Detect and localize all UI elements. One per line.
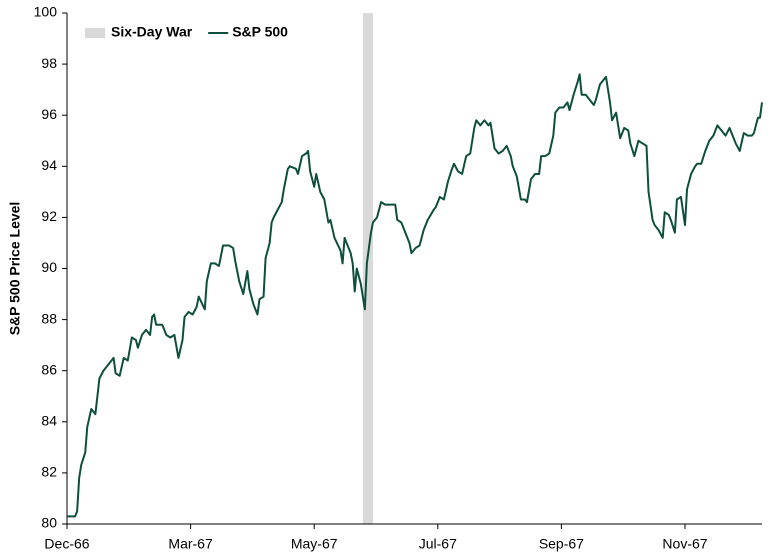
legend-swatch: [85, 28, 105, 38]
y-tick-label: 96: [41, 106, 57, 122]
y-tick-label: 82: [41, 464, 57, 480]
y-axis-label: S&P 500 Price Level: [7, 202, 23, 336]
x-tick-label: Dec-66: [44, 536, 89, 552]
price-line: [67, 73, 763, 518]
y-tick-label: 98: [41, 55, 57, 71]
event-shade: [362, 13, 373, 524]
y-tick-label: 86: [41, 361, 57, 377]
legend-label: S&P 500: [232, 24, 288, 40]
y-tick-label: 80: [41, 515, 57, 531]
y-tick-label: 94: [41, 157, 57, 173]
legend-label: Six-Day War: [111, 24, 193, 40]
x-tick-label: May-67: [291, 536, 338, 552]
y-tick-label: 84: [41, 413, 57, 429]
y-tick-label: 88: [41, 310, 57, 326]
x-tick-label: Sep-67: [539, 536, 584, 552]
x-tick-label: Mar-67: [168, 536, 213, 552]
y-tick-label: 100: [34, 4, 58, 20]
y-tick-label: 90: [41, 259, 57, 275]
x-tick-label: Jul-67: [419, 536, 457, 552]
x-tick-label: Nov-67: [662, 536, 707, 552]
y-tick-label: 92: [41, 208, 57, 224]
